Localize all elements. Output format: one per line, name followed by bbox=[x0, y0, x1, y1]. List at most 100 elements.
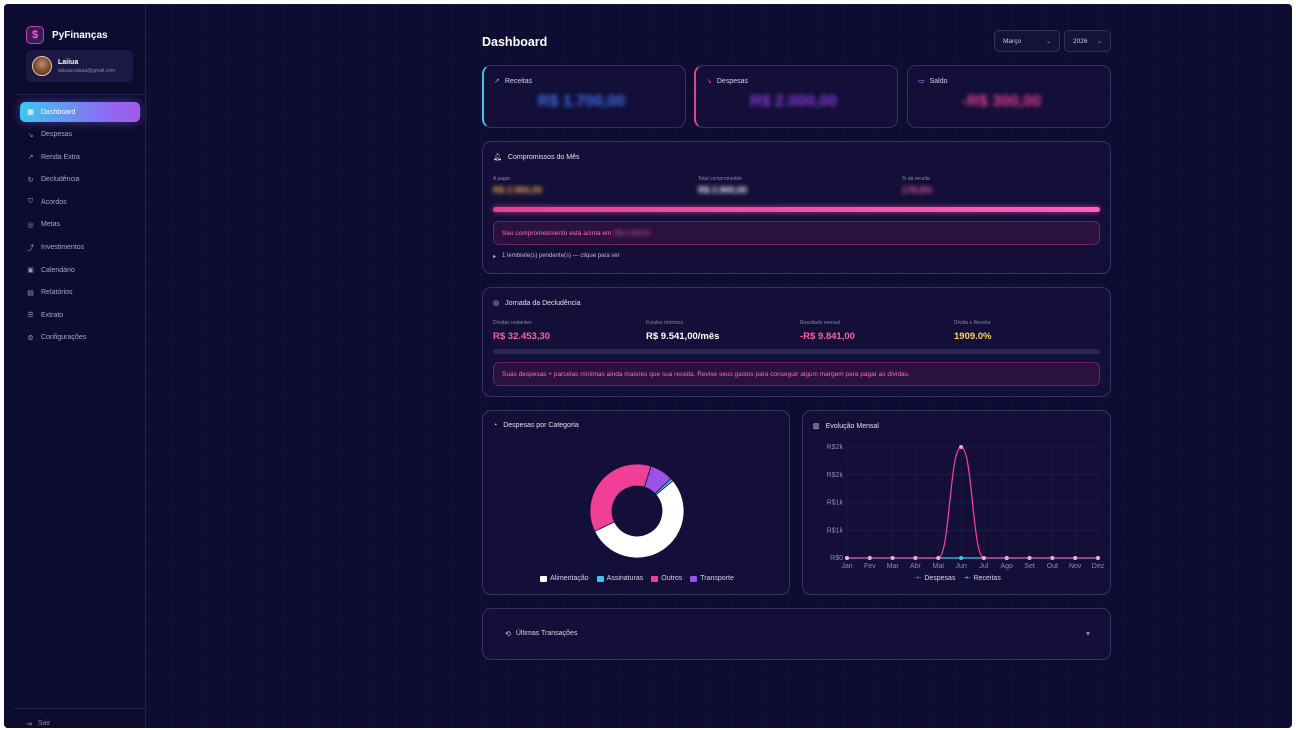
jornada-item-value: R$ 32.453,30 bbox=[493, 331, 551, 342]
brand[interactable]: $ PyFinanças bbox=[26, 26, 108, 44]
user-card[interactable]: Laiiua laiiuaocaiaaa@gmail.com bbox=[26, 50, 133, 82]
data-point-receitas[interactable] bbox=[959, 556, 964, 560]
sidebar-item-label: Dashboard bbox=[41, 108, 76, 116]
sidebar-divider bbox=[14, 94, 146, 95]
ultimas-transacoes-card[interactable]: ⟲ Últimas Transações ▾ bbox=[482, 608, 1111, 660]
x-tick-label: Jun bbox=[955, 563, 966, 570]
calendar-icon: ▣ bbox=[27, 267, 34, 275]
legend-swatch bbox=[690, 575, 698, 582]
pie-slice-outros[interactable] bbox=[589, 463, 652, 532]
y-tick-label: R$0 bbox=[830, 555, 843, 562]
despesas-card[interactable]: ↘ Despesas R$ 2.000,00 bbox=[694, 65, 898, 128]
receitas-card[interactable]: ↗ Receitas R$ 1.700,00 bbox=[482, 65, 686, 128]
exit-button[interactable]: ⇥ Sair bbox=[26, 720, 50, 728]
sidebar-item-extrato[interactable]: ☰ Extrato bbox=[20, 305, 140, 325]
jornada-item-value: 1909.0% bbox=[954, 331, 992, 342]
user-email: laiiuaocaiaaa@gmail.com bbox=[58, 67, 116, 74]
month-select-value: Março bbox=[1003, 37, 1022, 45]
sidebar-item-renda-extra[interactable]: ↗ Renda Extra bbox=[20, 147, 140, 167]
a-pagar-label: A pagar bbox=[493, 176, 511, 182]
legend-item[interactable]: Alimentação bbox=[540, 575, 589, 582]
year-select[interactable]: 2026 ⌄ bbox=[1064, 30, 1111, 52]
saldo-card[interactable]: ▭ Saldo -R$ 300,00 bbox=[907, 65, 1111, 128]
dashboard-icon: ▦ bbox=[27, 109, 34, 116]
sidebar-item-dashboard[interactable]: ▦ Dashboard bbox=[20, 102, 140, 122]
sidebar-bottom-divider bbox=[14, 708, 146, 709]
x-tick-label: Fev bbox=[864, 563, 876, 570]
legend-label: Despesas bbox=[924, 575, 956, 582]
jornada-item-value: R$ 9.541,00/mês bbox=[646, 331, 720, 342]
legend-label: Receitas bbox=[973, 575, 1001, 582]
app-name: PyFinanças bbox=[52, 29, 108, 41]
pie-slice-alimentação[interactable] bbox=[594, 480, 685, 559]
legend-label: Alimentação bbox=[550, 575, 589, 582]
data-point-despesas[interactable] bbox=[1050, 556, 1055, 560]
list-icon: ☰ bbox=[27, 312, 34, 320]
data-point-despesas[interactable] bbox=[890, 556, 895, 560]
jornada-card: ◎ Jornada da Decludência Dívidas restante… bbox=[482, 287, 1111, 397]
sidebar-item-decludência[interactable]: ↻ Decludência bbox=[20, 170, 140, 190]
shield-icon: ⛉ bbox=[27, 198, 34, 206]
evolucao-mensal-card: ▥ Evolução Mensal R$0 R$1k R$1k R$2k R$2k Jan F… bbox=[802, 410, 1111, 595]
y-tick-label: R$1k bbox=[827, 527, 844, 534]
total-comprometido-label: Total comprometido bbox=[698, 176, 742, 182]
sidebar-item-configurações[interactable]: ⚙ Configurações bbox=[20, 328, 140, 348]
compromissos-progress-fill bbox=[493, 207, 1100, 212]
data-point-despesas[interactable] bbox=[845, 556, 849, 560]
pie-legend: Alimentação Assinaturas Outros Transporte bbox=[483, 575, 791, 582]
data-point-despesas[interactable] bbox=[1073, 556, 1078, 560]
x-tick-label: Mar bbox=[887, 563, 900, 570]
month-select[interactable]: Março ⌄ bbox=[994, 30, 1060, 52]
compromissos-card: 🔔︎ Compromissos do Mês A pagar R$ 2.900,0… bbox=[482, 141, 1111, 274]
sidebar-item-label: Renda Extra bbox=[41, 153, 80, 161]
jornada-item-label: Fundos mínimos bbox=[646, 320, 683, 326]
bell-icon: 🔔︎ bbox=[493, 154, 502, 161]
saldo-label: Saldo bbox=[929, 77, 948, 85]
data-point-despesas[interactable] bbox=[936, 556, 941, 560]
legend-item[interactable]: Transporte bbox=[690, 575, 734, 582]
sidebar-item-calendário[interactable]: ▣ Calendário bbox=[20, 260, 140, 280]
logout-icon: ⇥ bbox=[26, 721, 32, 728]
pending-reminders-text: 1 lembrete(s) pendente(s) — clique para … bbox=[502, 253, 620, 259]
saldo-value: -R$ 300,00 bbox=[962, 93, 1042, 110]
pct-receita-value: 170,5% bbox=[902, 185, 933, 195]
x-tick-label: Dez bbox=[1092, 563, 1105, 570]
chevron-down-icon[interactable]: ▾ bbox=[1085, 629, 1090, 638]
legend-item[interactable]: Assinaturas bbox=[596, 575, 643, 582]
data-point-despesas[interactable] bbox=[1004, 556, 1009, 560]
legend-label: Outros bbox=[661, 575, 683, 582]
sidebar-item-label: Metas bbox=[41, 221, 61, 229]
sidebar-item-investimentos[interactable]: ⤴ Investimentos bbox=[20, 238, 140, 258]
trend-down-icon: ↘ bbox=[706, 78, 712, 85]
jornada-item-label: Resultado mensal bbox=[800, 320, 841, 326]
sidebar-item-label: Despesas bbox=[41, 131, 73, 139]
data-point-despesas[interactable] bbox=[1096, 556, 1100, 560]
refresh-icon: ↻ bbox=[27, 176, 34, 184]
jornada-title: Jornada da Decludência bbox=[505, 299, 581, 307]
x-tick-label: Jan bbox=[841, 563, 852, 570]
jornada-alert: Suas despesas + parcelas mínimas ainda m… bbox=[493, 362, 1100, 386]
legend-item[interactable]: -•- Despesas bbox=[914, 575, 955, 582]
total-comprometido-value: R$ 2.900,00 bbox=[698, 185, 748, 195]
sidebar-item-label: Extrato bbox=[41, 311, 64, 319]
data-point-despesas[interactable] bbox=[867, 556, 872, 560]
data-point-despesas[interactable] bbox=[981, 556, 986, 560]
chevron-down-icon: ⌄ bbox=[1045, 38, 1051, 45]
sidebar-item-despesas[interactable]: ↘ Despesas bbox=[20, 125, 140, 145]
data-point-despesas[interactable] bbox=[1027, 556, 1032, 560]
legend-item[interactable]: -•- Receitas bbox=[963, 575, 1000, 582]
sidebar-item-relatórios[interactable]: ▤ Relatórios bbox=[20, 283, 140, 303]
sidebar-item-metas[interactable]: ◎ Metas bbox=[20, 215, 140, 235]
sidebar-item-acordos[interactable]: ⛉ Acordos bbox=[20, 192, 140, 212]
page-title: Dashboard bbox=[482, 35, 548, 49]
sidebar-item-label: Relatórios bbox=[41, 289, 73, 297]
user-name: Laiiua bbox=[58, 58, 79, 66]
data-point-despesas[interactable] bbox=[913, 556, 918, 560]
despesas-categoria-card: ◔ Despesas por Categoria Alimentação Assin… bbox=[482, 410, 790, 595]
jornada-alert-text: Suas despesas + parcelas mínimas ainda m… bbox=[502, 370, 910, 378]
data-point-despesas[interactable] bbox=[959, 445, 964, 449]
legend-item[interactable]: Outros bbox=[651, 575, 682, 582]
legend-label: Transporte bbox=[700, 575, 734, 582]
pending-reminders-toggle[interactable]: ▸ 1 lembrete(s) pendente(s) — clique par… bbox=[493, 253, 620, 260]
line-legend: -•- Despesas -•- Receitas bbox=[803, 575, 1112, 582]
